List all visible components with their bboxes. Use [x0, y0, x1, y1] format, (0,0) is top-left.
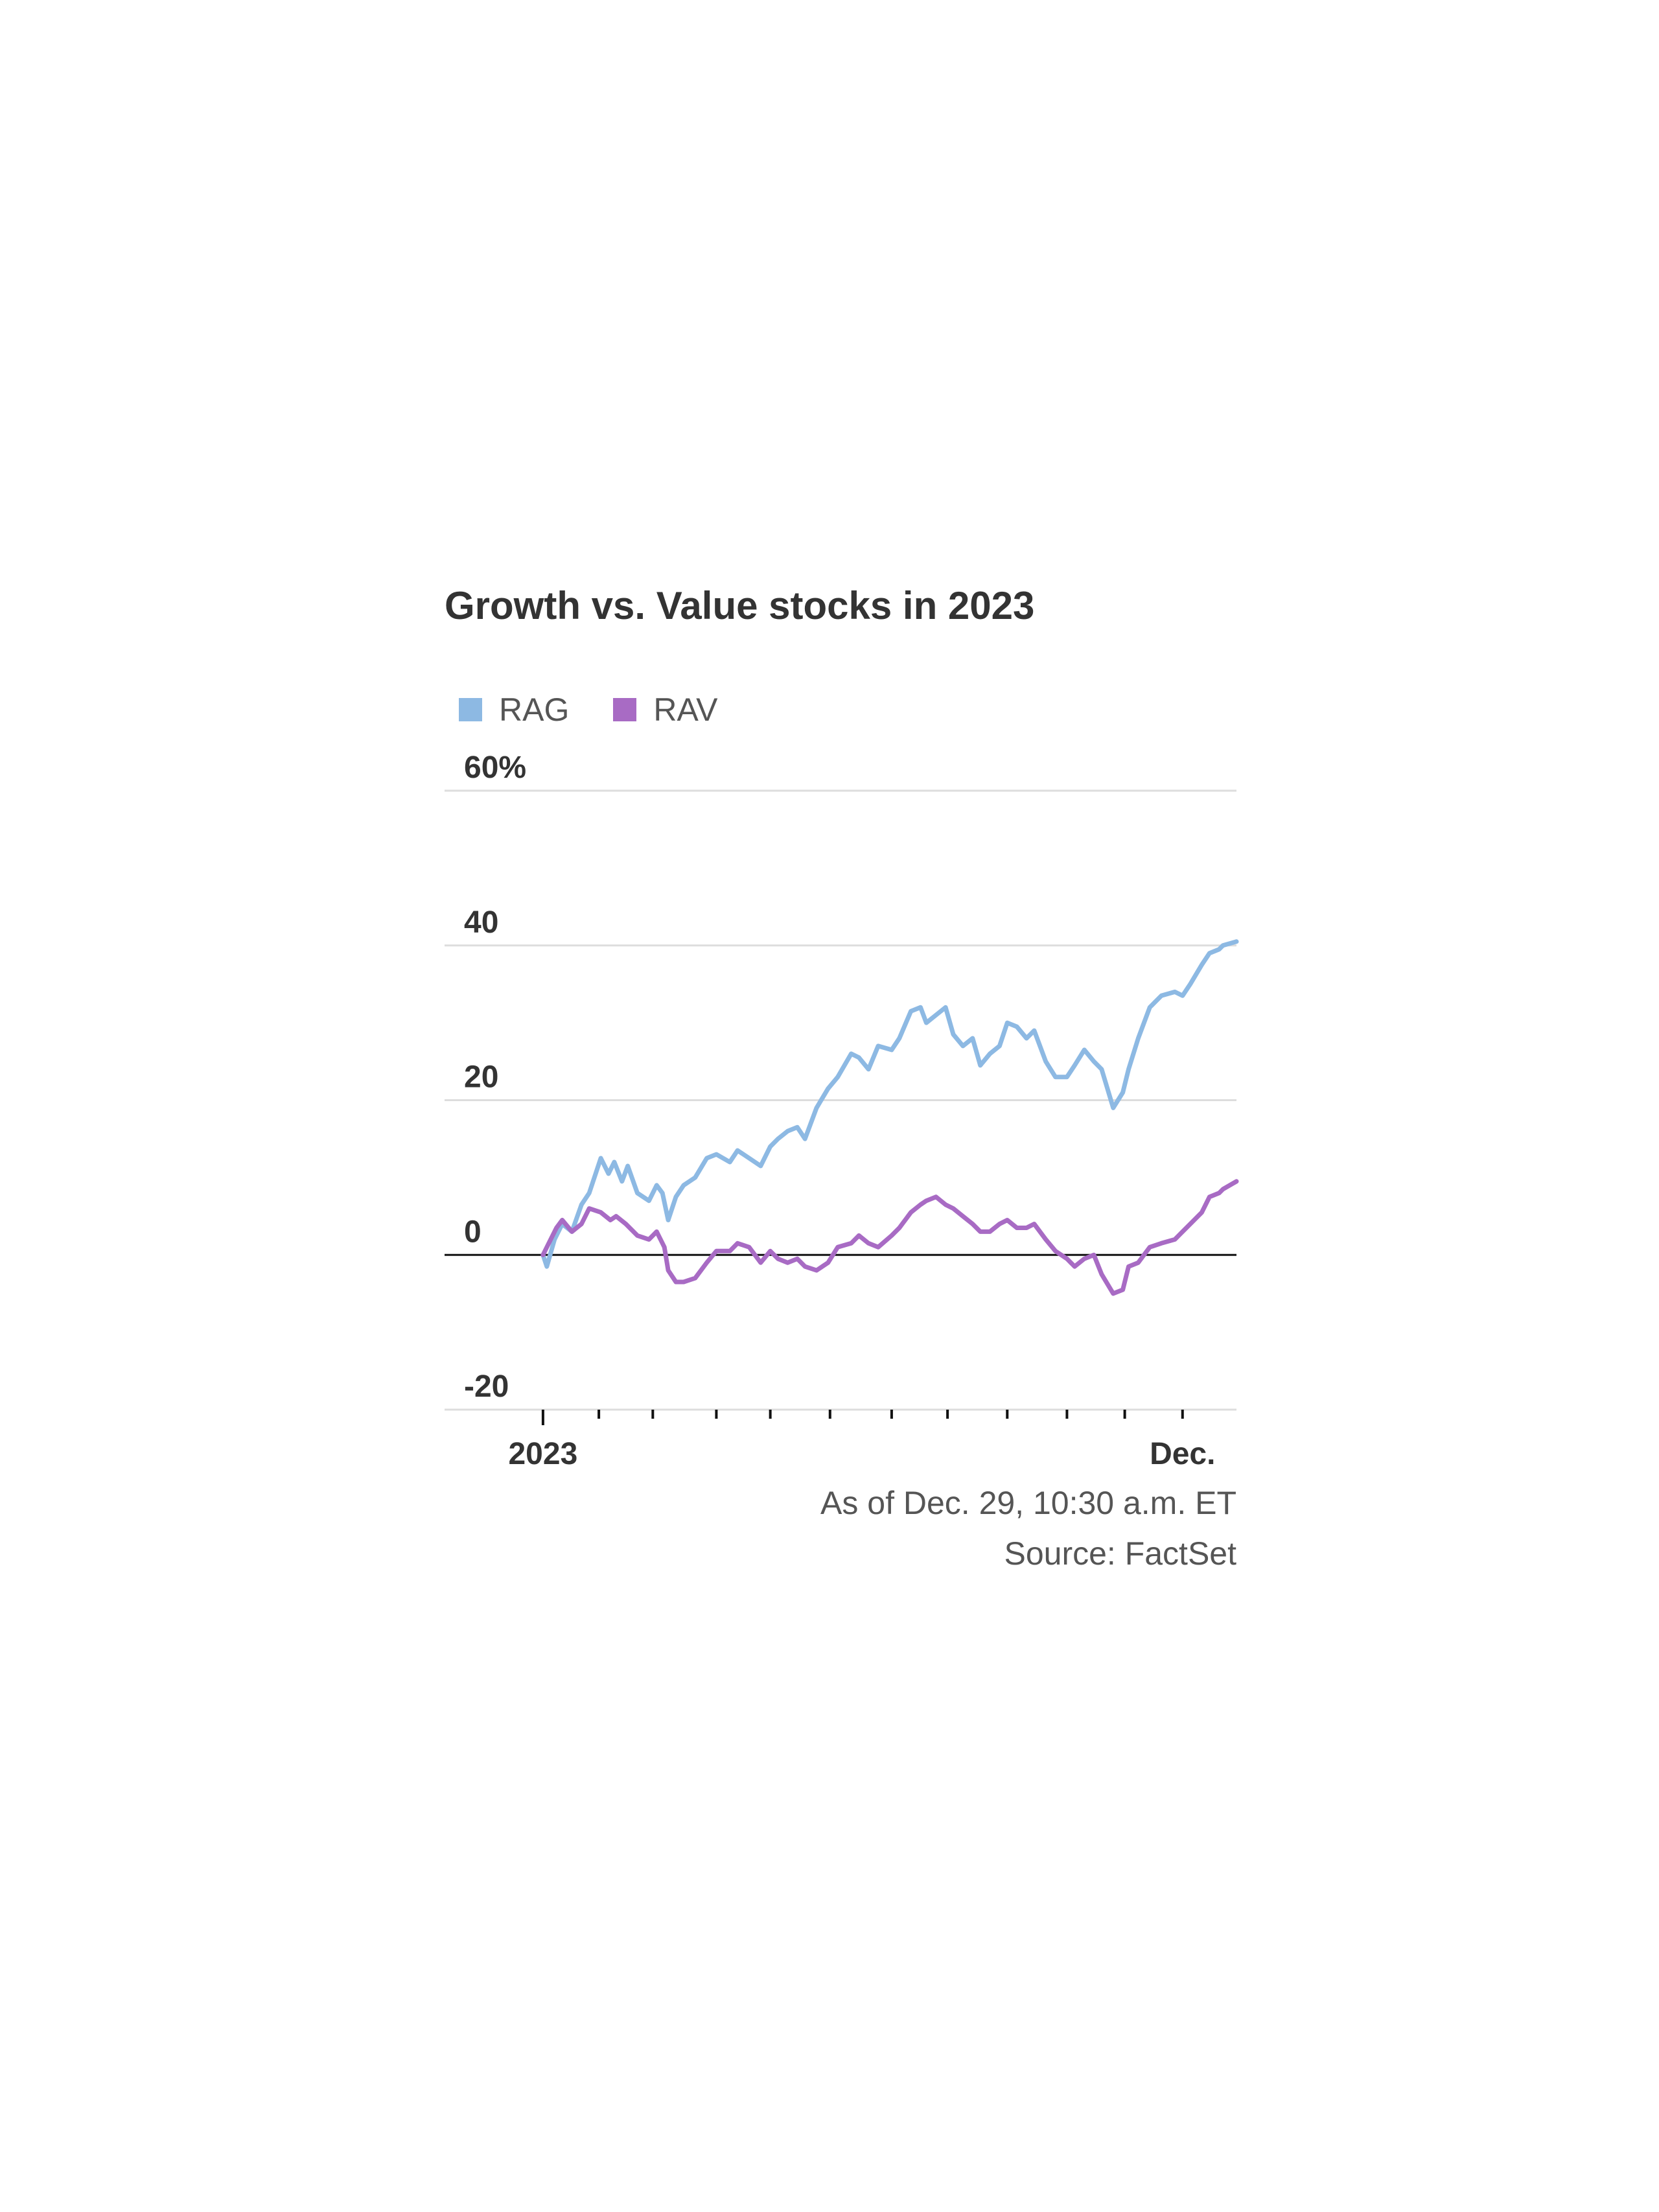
legend-label-rav: RAV [653, 692, 718, 728]
chart-card: Growth vs. Value stocks in 2023 RAG RAV … [445, 583, 1239, 1646]
legend: RAG RAV [445, 687, 747, 732]
x-tick-label-1: Dec. [1150, 1437, 1215, 1471]
y-tick-label-4: -20 [464, 1369, 509, 1404]
as-of-note: As of Dec. 29, 10:30 a.m. ET [820, 1485, 1236, 1521]
series-line-rag [540, 939, 1239, 1269]
plot-area: 60% 40 20 0 -20 2023 Dec. [445, 751, 1239, 1471]
y-tick-label-3: 0 [464, 1215, 481, 1249]
legend-item-rav: RAV [599, 691, 717, 728]
x-tick-label-0: 2023 [508, 1437, 577, 1471]
legend-swatch-rag [459, 698, 482, 721]
series-line-rav [540, 1179, 1239, 1296]
legend-label-rag: RAG [499, 692, 570, 728]
y-tick-label-0: 60% [464, 751, 526, 785]
y-tick-label-1: 40 [464, 905, 498, 940]
legend-item-rag: RAG [445, 691, 569, 728]
chart-title: Growth vs. Value stocks in 2023 [445, 584, 1035, 627]
source-note: Source: FactSet [1004, 1535, 1237, 1572]
legend-swatch-rav [613, 698, 637, 721]
chart-notes: As of Dec. 29, 10:30 a.m. ET Source: Fac… [820, 1478, 1236, 1579]
y-tick-label-2: 20 [464, 1060, 498, 1095]
